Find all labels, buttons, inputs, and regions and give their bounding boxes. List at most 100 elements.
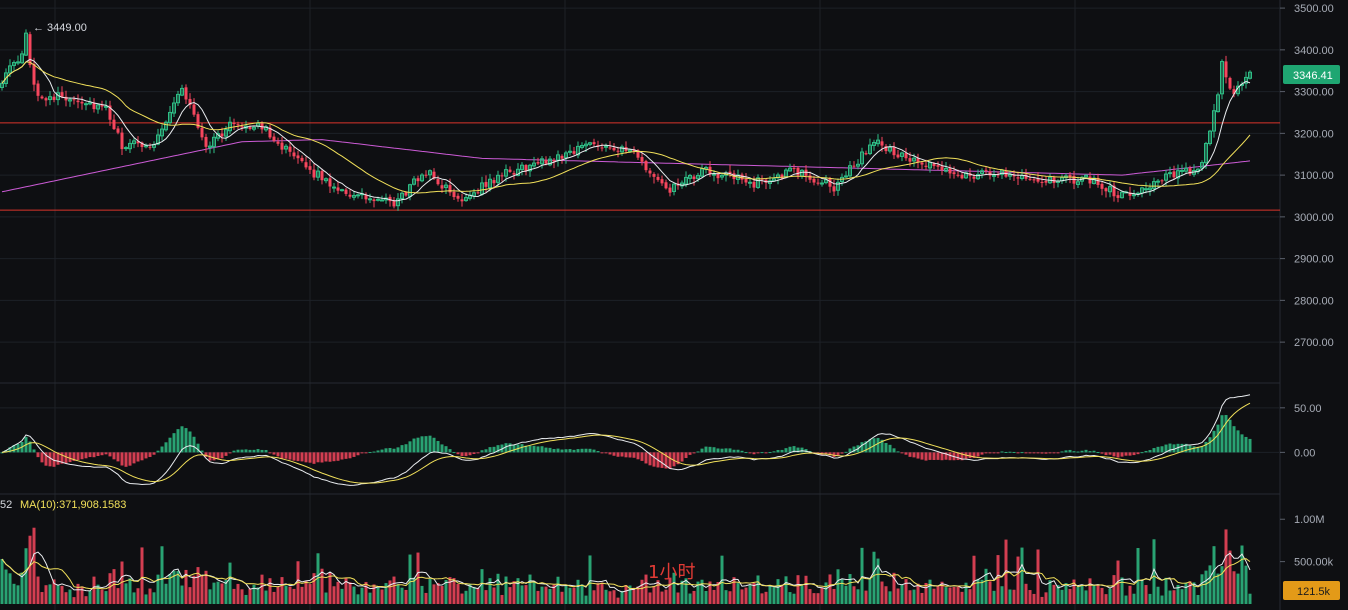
volume-tick-label: 500.00k xyxy=(1294,557,1334,569)
macd-histogram-bar xyxy=(1052,452,1056,454)
macd-histogram-bar xyxy=(188,431,192,453)
volume-bar xyxy=(608,591,612,604)
volume-bar xyxy=(1220,566,1224,604)
macd-histogram-bar xyxy=(944,452,948,460)
volume-bar xyxy=(364,581,368,604)
volume-bar xyxy=(240,589,244,604)
volume-bar xyxy=(268,578,272,604)
volume-bar xyxy=(400,587,404,604)
volume-bar xyxy=(60,585,64,604)
candle-body-up xyxy=(584,143,588,147)
candle-body-up xyxy=(12,62,16,66)
volume-bar xyxy=(404,589,408,604)
candle-body-down xyxy=(348,194,352,197)
macd-histogram-bar xyxy=(1084,449,1088,453)
candle-body-down xyxy=(296,155,300,159)
volume-bar xyxy=(456,584,460,604)
macd-histogram-bar xyxy=(84,452,88,459)
volume-bar xyxy=(896,588,900,604)
candle-body-up xyxy=(176,93,180,104)
macd-histogram-bar xyxy=(340,452,344,460)
macd-histogram-bar xyxy=(560,449,564,453)
volume-bar xyxy=(1080,584,1084,604)
volume-bar xyxy=(908,590,912,604)
candle-body-down xyxy=(40,96,44,99)
macd-histogram-bar xyxy=(708,446,712,453)
macd-histogram-bar xyxy=(1120,452,1124,457)
candle-body-down xyxy=(552,160,556,162)
volume-bar xyxy=(68,589,72,604)
candle-body-down xyxy=(716,173,720,179)
volume-bar xyxy=(196,567,200,604)
volume-bar xyxy=(832,588,836,604)
volume-bar xyxy=(304,580,308,604)
volume-bar xyxy=(376,587,380,604)
volume-bar xyxy=(528,574,532,604)
volume-bar xyxy=(672,572,676,604)
macd-histogram-bar xyxy=(284,452,288,459)
volume-bar xyxy=(532,581,536,604)
volume-bar xyxy=(564,585,568,604)
candle-body-up xyxy=(756,177,760,188)
macd-histogram-bar xyxy=(628,452,632,458)
volume-bar xyxy=(732,577,736,604)
macd-histogram-bar xyxy=(144,452,148,459)
macd-histogram-bar xyxy=(280,452,284,459)
volume-bar xyxy=(1096,584,1100,604)
volume-bar xyxy=(812,593,816,604)
macd-histogram-bar xyxy=(828,452,832,456)
volume-bar xyxy=(904,579,908,604)
volume-bar xyxy=(388,580,392,604)
macd-histogram-bar xyxy=(552,448,556,453)
macd-histogram-bar xyxy=(168,437,172,453)
macd-histogram-bar xyxy=(1096,452,1100,454)
macd-histogram-bar xyxy=(508,443,512,453)
candle-body-down xyxy=(544,160,548,164)
volume-bar xyxy=(568,587,572,604)
candle-body-down xyxy=(668,187,672,193)
volume-bar xyxy=(216,581,220,604)
volume-bar xyxy=(744,587,748,604)
volume-bar xyxy=(104,591,108,604)
macd-histogram-bar xyxy=(1104,452,1108,456)
volume-bar xyxy=(548,588,552,604)
macd-histogram-bar xyxy=(672,452,676,467)
macd-histogram-bar xyxy=(580,448,584,453)
macd-histogram-bar xyxy=(180,426,184,453)
macd-histogram-bar xyxy=(80,452,84,460)
candle-body-down xyxy=(908,158,912,162)
candle-body-up xyxy=(1076,181,1080,185)
candle-body-up xyxy=(528,164,532,172)
volume-bar xyxy=(168,573,172,604)
candle-body-down xyxy=(200,127,204,138)
volume-bar xyxy=(468,583,472,604)
candle-body-up xyxy=(868,144,872,155)
macd-histogram-bar xyxy=(604,452,608,454)
candle-body-down xyxy=(816,182,820,184)
macd-histogram-bar xyxy=(1124,452,1128,456)
volume-bar xyxy=(996,555,1000,604)
macd-histogram-bar xyxy=(272,452,276,455)
macd-histogram-bar xyxy=(204,452,208,457)
ma-fast-line xyxy=(1,58,1251,202)
volume-bar xyxy=(940,581,944,604)
candle-body-down xyxy=(188,98,192,105)
volume-bar xyxy=(1048,580,1052,604)
macd-histogram-bar xyxy=(1108,452,1112,455)
volume-bar xyxy=(852,586,856,604)
macd-histogram-bar xyxy=(1184,443,1188,453)
volume-bar xyxy=(432,584,436,604)
volume-bar xyxy=(396,584,400,604)
volume-bar xyxy=(936,585,940,604)
candle-body-up xyxy=(564,152,568,159)
volume-bar xyxy=(1196,594,1200,604)
candle-body-down xyxy=(436,179,440,185)
volume-bar xyxy=(212,582,216,604)
volume-bar xyxy=(984,568,988,604)
volume-bar xyxy=(1016,556,1020,604)
macd-histogram-bar xyxy=(1000,451,1004,453)
volume-bar xyxy=(580,584,584,604)
volume-bar xyxy=(1004,539,1008,604)
macd-histogram-bar xyxy=(108,452,112,457)
